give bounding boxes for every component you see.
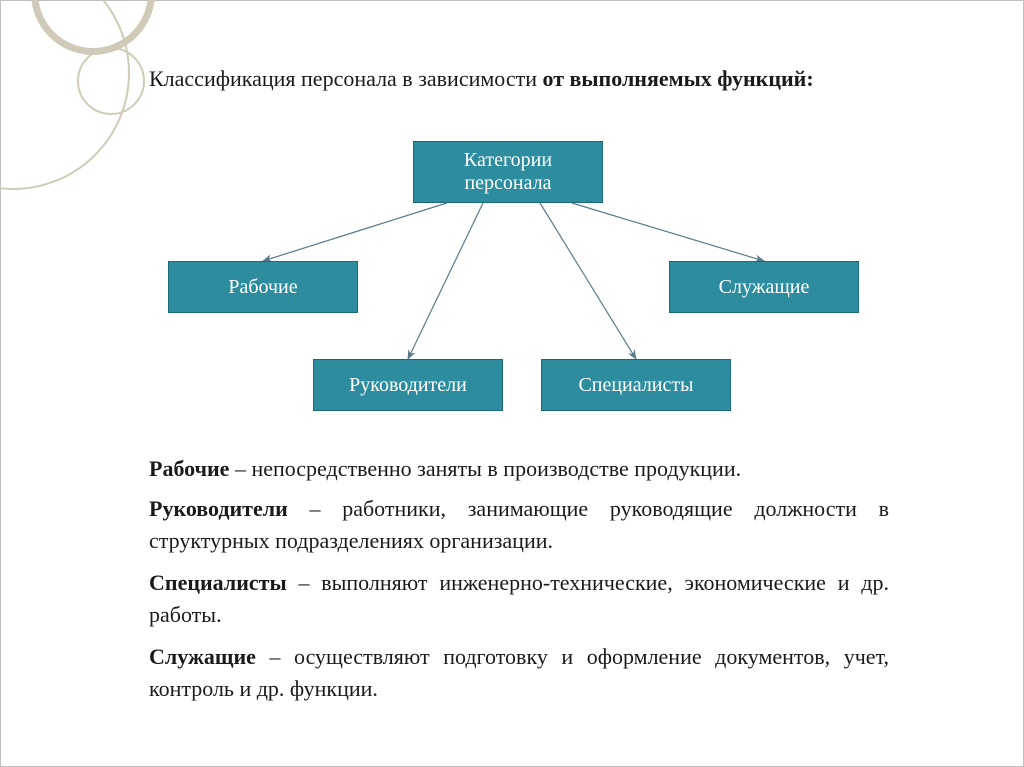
node-label-line: персонала [464,172,551,195]
node-managers: Руководители [313,359,503,411]
heading-text: Классификация персонала в зависимости от… [149,63,889,95]
node-label-line: Руководители [349,374,467,397]
edge-employees [572,203,764,261]
slide: Классификация персонала в зависимости от… [0,0,1024,767]
node-workers: Рабочие [168,261,358,313]
edge-specialists [540,203,636,359]
definition-0: Рабочие – непосредственно заняты в произ… [149,453,889,485]
definition-term: Рабочие [149,456,229,481]
heading-prefix: Классификация персонала в зависимости [149,66,542,91]
node-label-line: Категории [464,149,552,172]
definition-term: Служащие [149,644,256,669]
node-label-line: Рабочие [228,276,297,299]
heading-bold: от выполняемых функций: [542,66,813,91]
node-label-line: Служащие [719,276,810,299]
definition-text: – осуществляют подготовку и оформление д… [149,644,889,701]
deco-circle [77,47,145,115]
definition-text: – непосредственно заняты в производстве … [229,456,741,481]
node-specialists: Специалисты [541,359,731,411]
heading-block: Классификация персонала в зависимости от… [149,41,889,117]
definition-term: Специалисты [149,570,287,595]
definition-2: Специалисты – выполняют инженерно-технич… [149,567,889,631]
definition-3: Служащие – осуществляют подготовку и офо… [149,641,889,705]
edge-workers [263,203,447,261]
definition-term: Руководители [149,496,288,521]
edge-managers [408,203,483,359]
definition-1: Руководители – работники, занимающие рук… [149,493,889,557]
node-label-line: Специалисты [578,374,693,397]
node-employees: Служащие [669,261,859,313]
node-root: Категорииперсонала [413,141,603,203]
